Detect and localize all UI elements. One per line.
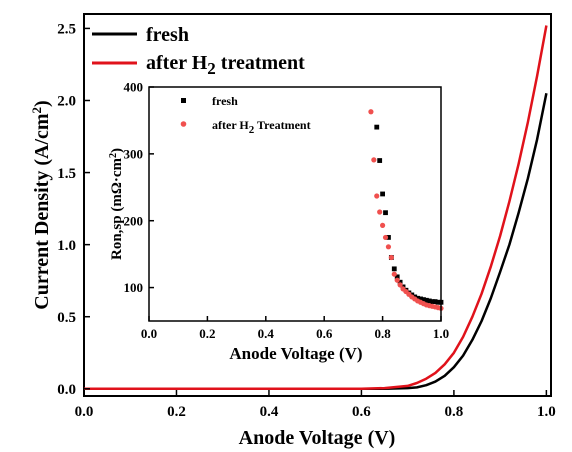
point-fresh (391, 266, 397, 272)
main-x-tick-label: 0.2 (167, 404, 186, 420)
main-y-axis-ticks: 0.0 0.5 1.0 1.5 2.0 2.5 (57, 22, 90, 398)
point-fresh (374, 124, 380, 130)
main-series-lines (84, 25, 548, 391)
main-x-tick-label: 0.8 (445, 404, 464, 420)
main-legend: fresh after H2 treatment (92, 24, 305, 78)
point-after-h2 (397, 282, 403, 288)
inset-x-tick-label: 0.6 (316, 326, 333, 341)
inset-x-tick-label: 0.2 (199, 326, 215, 341)
series-line-fresh (84, 93, 548, 391)
main-y-tick-label: 2.5 (57, 22, 76, 38)
main-x-tick-label: 1.0 (537, 404, 556, 420)
point-fresh (429, 299, 435, 305)
main-y-tick-label: 0.0 (57, 382, 76, 398)
inset-y-axis-label: Ron,sp (mΩ·cm2) (108, 148, 125, 260)
point-fresh (432, 299, 438, 305)
main-y-tick-label: 2.0 (57, 94, 76, 110)
point-fresh (397, 279, 403, 285)
inset-legend-label-fresh: fresh (212, 94, 238, 108)
point-after-h2 (394, 277, 400, 283)
inset-plot-frame (148, 86, 442, 322)
point-after-h2 (382, 234, 389, 241)
main-x-tick-label: 0.0 (75, 404, 94, 420)
point-after-h2 (391, 271, 397, 277)
main-x-axis-ticks: 0.0 0.2 0.4 0.6 0.8 1.0 (75, 390, 556, 420)
legend-label-after-h2: after H2 treatment (146, 52, 305, 78)
point-after-h2 (368, 109, 374, 115)
inset-x-tick-label: 1.0 (433, 326, 449, 341)
inset-y-tick-label: 300 (124, 146, 144, 161)
main-y-tick-label: 1.5 (57, 166, 76, 182)
main-x-axis-label: Anode Voltage (V) (239, 427, 396, 449)
inset-background (149, 87, 441, 321)
point-after-h2 (388, 254, 394, 261)
point-fresh (383, 210, 388, 216)
point-after-h2 (377, 209, 383, 215)
point-fresh (415, 295, 421, 301)
point-fresh (435, 299, 441, 305)
point-fresh (394, 274, 400, 280)
inset-y-tick-label: 200 (124, 213, 144, 228)
main-plot-frame (83, 13, 552, 397)
inset-legend: fresh after H2 Treatment (180, 94, 311, 136)
inset-x-tick-label: 0.4 (258, 326, 275, 341)
inset-y-axis-ticks: 100 200 300 400 (124, 80, 154, 295)
point-fresh (424, 297, 429, 303)
main-y-tick-label: 0.5 (57, 310, 76, 326)
inset-x-axis-label: Anode Voltage (V) (229, 344, 362, 363)
point-fresh (426, 298, 432, 304)
point-fresh (377, 158, 383, 163)
main-y-tick-label: 1.0 (57, 238, 76, 254)
point-fresh (386, 235, 391, 240)
main-plot: 0.0 0.2 0.4 0.6 0.8 1.0 0.0 0.5 1.0 1.5 2.0 2.5 An… (29, 13, 556, 449)
inset-legend-label-after-h2: after H2 Treatment (212, 118, 311, 136)
inset-x-axis-ticks: 0.0 0.2 0.4 0.6 0.8 1.0 (141, 316, 449, 341)
point-after-h2 (385, 244, 392, 250)
point-after-h2 (374, 193, 380, 199)
inset-series-points (368, 109, 444, 311)
main-x-tick-label: 0.6 (352, 404, 371, 420)
point-fresh (380, 191, 385, 197)
legend-marker-fresh (181, 98, 186, 103)
inset-y-tick-label: 100 (124, 280, 144, 295)
point-fresh (418, 296, 423, 302)
point-fresh (421, 297, 426, 303)
legend-marker-after-h2 (180, 121, 187, 127)
legend-label-fresh: fresh (146, 24, 189, 46)
main-y-axis-label: Current Density (A/cm2) (29, 100, 53, 309)
inset-plot: 0.0 0.2 0.4 0.6 0.8 1.0 100 200 300 400 Anode Vo… (108, 80, 449, 363)
series-line-after-h2 (84, 25, 548, 391)
point-after-h2 (380, 222, 386, 228)
inset-x-tick-label: 0.0 (141, 326, 157, 341)
main-x-tick-label: 0.4 (260, 404, 279, 420)
inset-y-tick-label: 400 (124, 80, 144, 95)
point-after-h2 (371, 157, 377, 163)
inset-x-tick-label: 0.8 (374, 326, 391, 341)
